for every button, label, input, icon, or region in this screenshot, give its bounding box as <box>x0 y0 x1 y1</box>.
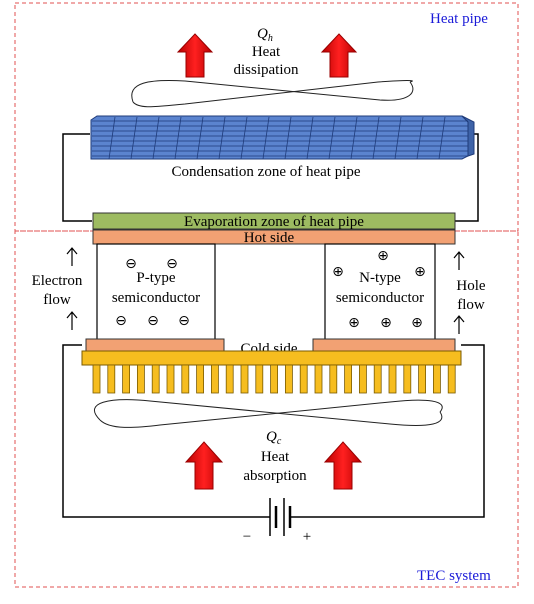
condensation-zone-block <box>90 115 475 160</box>
p-type-label-line1: P-type <box>136 270 176 286</box>
electron-flow-label-line2: flow <box>43 292 71 308</box>
heat-dissipation-symbol: Qh <box>257 26 273 44</box>
heat-absorption-symbol: Qc <box>266 429 282 447</box>
heat-sink-fin <box>432 364 441 394</box>
heat-sink-fin <box>255 364 264 394</box>
tec-system-region-border <box>14 230 519 588</box>
hole-flow-label-line1: Hole <box>456 278 486 294</box>
hole-carrier: ⊕ <box>332 264 344 280</box>
heat-sink-fin <box>388 364 397 394</box>
heat-pipe-region-label: Heat pipe <box>430 11 488 27</box>
condensation-zone-label: Condensation zone of heat pipe <box>171 164 360 180</box>
heat-sink-fin <box>151 364 160 394</box>
electron-carrier: ⊖ <box>125 256 137 272</box>
heat-sink-fin <box>196 364 205 394</box>
heat-sink-base <box>81 350 462 366</box>
heat-sink-fin <box>107 364 116 394</box>
heat-sink-fins <box>92 364 456 394</box>
hot-side-label: Hot side <box>244 230 295 246</box>
heat-sink-fin <box>92 364 101 394</box>
heat-dissipation-line2: dissipation <box>233 62 299 78</box>
heat-sink-fin-loops <box>93 399 443 428</box>
electron-carrier: ⊖ <box>166 256 178 272</box>
p-type-semiconductor <box>96 243 216 341</box>
heat-absorption-arrow-right <box>323 441 363 490</box>
heat-sink-fin <box>358 364 367 394</box>
heat-sink-fin <box>181 364 190 394</box>
heat-absorption-line1: Heat <box>261 449 290 465</box>
hot-side-plate <box>92 229 456 245</box>
heat-sink-fin <box>122 364 130 394</box>
battery-minus-label: − <box>243 529 251 545</box>
electron-carrier: ⊖ <box>147 313 159 329</box>
cold-side-pad-right <box>312 338 456 352</box>
cold-side-pad-left <box>85 338 225 352</box>
electron-carrier: ⊖ <box>115 313 127 329</box>
heat-dissipation-arrow-left <box>176 33 214 78</box>
heat-sink-fin <box>299 364 308 394</box>
heat-sink-fin <box>284 364 293 394</box>
heat-sink-fin <box>373 364 382 394</box>
n-type-label-line1: N-type <box>359 270 401 286</box>
heat-sink-fin <box>314 364 323 394</box>
hole-flow-label-line2: flow <box>457 297 485 313</box>
heat-sink-fin <box>210 364 219 394</box>
electron-flow-label-line1: Electron <box>32 273 83 289</box>
hole-carrier: ⊕ <box>348 315 360 331</box>
heat-sink-fin <box>240 364 249 394</box>
circuit-wire <box>62 344 485 518</box>
evaporation-zone-bar <box>92 212 456 230</box>
evaporation-zone-label: Evaporation zone of heat pipe <box>184 214 364 230</box>
electron-carrier: ⊖ <box>178 313 190 329</box>
heat-dissipation-arrow-right <box>320 33 358 78</box>
hole-carrier: ⊕ <box>414 264 426 280</box>
hole-carrier: ⊕ <box>380 315 392 331</box>
condenser-fin-loops <box>131 80 414 108</box>
n-type-label-line2: semiconductor <box>336 290 424 306</box>
battery-symbol <box>269 498 292 536</box>
heat-sink-fin <box>403 364 412 394</box>
hole-flow-arrows <box>453 251 465 334</box>
heat-sink-fin <box>136 364 145 394</box>
heat-sink-fin <box>166 364 175 394</box>
battery-plus-label: + <box>303 529 311 545</box>
tec-system-region-label: TEC system <box>417 568 491 584</box>
heat-sink-fin <box>270 364 279 394</box>
hole-carrier: ⊕ <box>377 248 389 264</box>
heat-dissipation-line1: Heat <box>252 44 281 60</box>
heat-absorption-arrow-left <box>184 441 224 490</box>
heat-sink-fin <box>344 364 353 394</box>
electron-flow-arrows <box>66 247 78 330</box>
n-type-semiconductor <box>324 243 436 341</box>
heat-sink-fin <box>225 364 234 394</box>
heat-absorption-line2: absorption <box>243 468 307 484</box>
hole-carrier: ⊕ <box>411 315 423 331</box>
heat-sink-fin <box>418 364 427 394</box>
heat-sink-fin <box>447 364 456 394</box>
heat-sink-fin <box>329 364 338 394</box>
p-type-label-line2: semiconductor <box>112 290 200 306</box>
